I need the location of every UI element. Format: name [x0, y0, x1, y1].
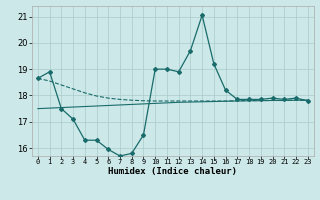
X-axis label: Humidex (Indice chaleur): Humidex (Indice chaleur) [108, 167, 237, 176]
